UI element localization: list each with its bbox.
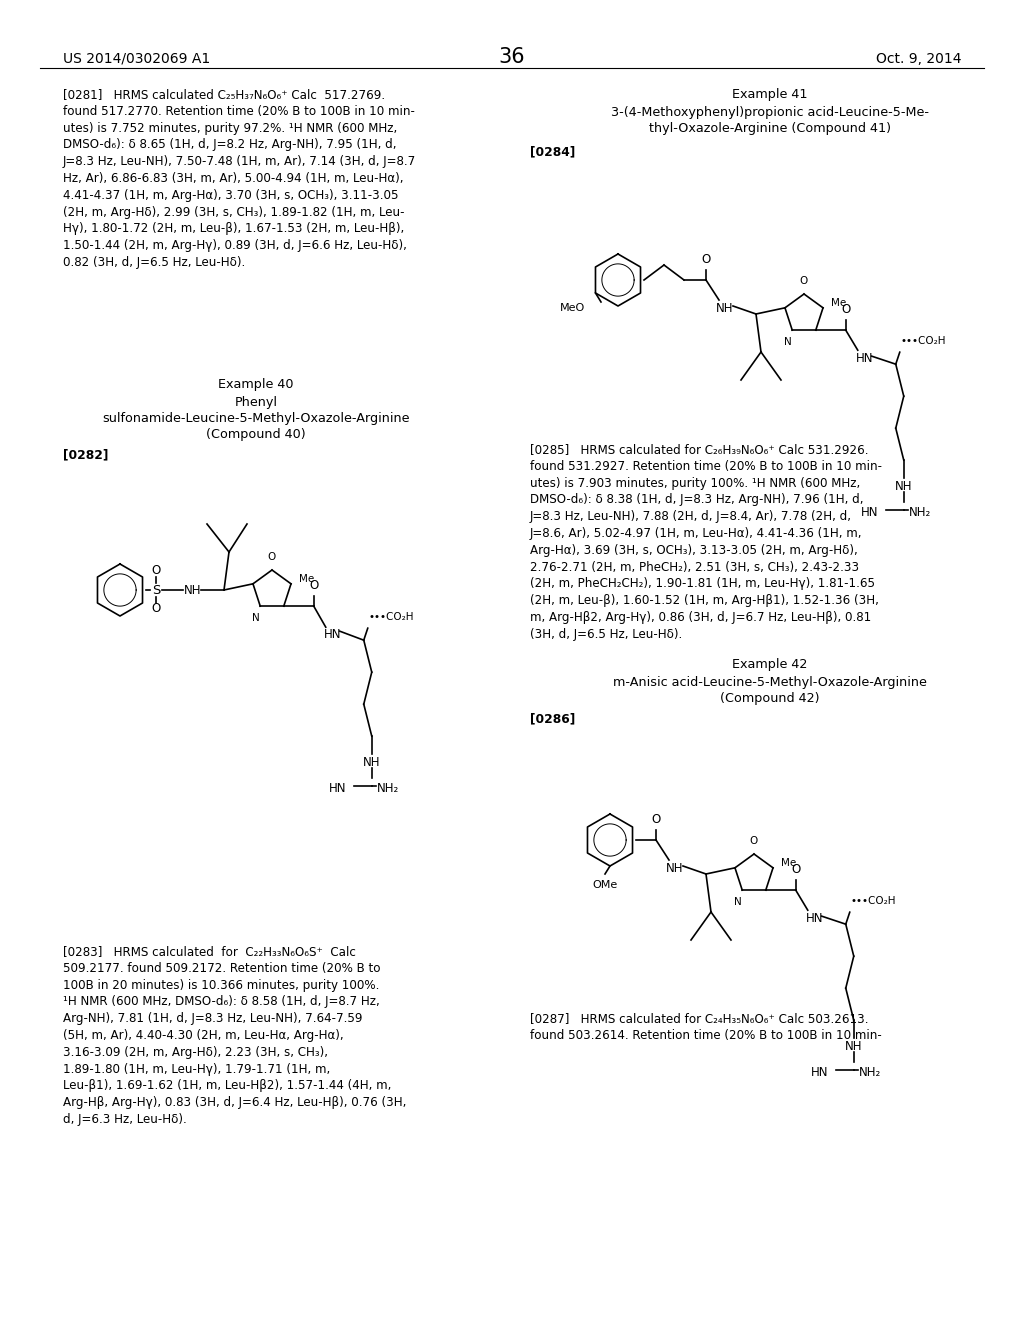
Text: NH₂: NH₂: [908, 506, 931, 519]
Text: NH₂: NH₂: [377, 781, 399, 795]
Text: Example 40: Example 40: [218, 378, 294, 391]
Text: [0282]: [0282]: [63, 447, 109, 461]
Text: OMe: OMe: [592, 880, 617, 890]
Text: sulfonamide-Leucine-5-Methyl-Oxazole-Arginine: sulfonamide-Leucine-5-Methyl-Oxazole-Arg…: [102, 412, 410, 425]
Text: Example 41: Example 41: [732, 88, 808, 102]
Text: [0281]   HRMS calculated C₂₅H₃₇N₆O₆⁺ Calc  517.2769.
found 517.2770. Retention t: [0281] HRMS calculated C₂₅H₃₇N₆O₆⁺ Calc …: [63, 88, 416, 269]
Text: N: N: [252, 614, 260, 623]
Text: NH: NH: [845, 1040, 862, 1053]
Text: 36: 36: [499, 48, 525, 67]
Text: [0286]: [0286]: [530, 711, 575, 725]
Text: US 2014/0302069 A1: US 2014/0302069 A1: [63, 51, 210, 66]
Text: O: O: [792, 863, 801, 876]
Text: HN: HN: [324, 628, 341, 642]
Text: •••CO₂H: •••CO₂H: [901, 337, 946, 346]
Text: O: O: [268, 552, 276, 562]
Text: NH: NH: [362, 756, 381, 770]
Text: HN: HN: [856, 352, 873, 366]
Text: O: O: [651, 813, 660, 826]
Text: (Compound 40): (Compound 40): [206, 428, 306, 441]
Text: O: O: [800, 276, 808, 286]
Text: HN: HN: [861, 506, 879, 519]
Text: HN: HN: [806, 912, 823, 925]
Text: 3-(4-Methoxyphenyl)propionic acid-Leucine-5-Me-: 3-(4-Methoxyphenyl)propionic acid-Leucin…: [611, 106, 929, 119]
Text: NH: NH: [895, 480, 912, 494]
Text: HN: HN: [330, 781, 347, 795]
Text: N: N: [784, 337, 793, 347]
Text: Me: Me: [831, 298, 846, 308]
Text: O: O: [152, 565, 161, 578]
Text: NH: NH: [184, 583, 202, 597]
Text: S: S: [152, 583, 160, 597]
Text: •••CO₂H: •••CO₂H: [369, 612, 415, 622]
Text: [0283]   HRMS calculated  for  C₂₂H₃₃N₆O₆S⁺  Calc
509.2177. found 509.2172. Rete: [0283] HRMS calculated for C₂₂H₃₃N₆O₆S⁺ …: [63, 945, 407, 1126]
Text: Me: Me: [299, 574, 314, 583]
Text: O: O: [750, 836, 758, 846]
Text: Me: Me: [781, 858, 797, 867]
Text: O: O: [152, 602, 161, 615]
Text: NH₂: NH₂: [859, 1065, 881, 1078]
Text: •••CO₂H: •••CO₂H: [851, 896, 896, 907]
Text: O: O: [701, 253, 711, 267]
Text: HN: HN: [811, 1065, 828, 1078]
Text: (Compound 42): (Compound 42): [720, 692, 820, 705]
Text: O: O: [309, 579, 318, 593]
Text: Example 42: Example 42: [732, 657, 808, 671]
Text: [0285]   HRMS calculated for C₂₆H₃₉N₆O₆⁺ Calc 531.2926.
found 531.2927. Retentio: [0285] HRMS calculated for C₂₆H₃₉N₆O₆⁺ C…: [530, 444, 882, 640]
Text: O: O: [841, 304, 850, 317]
Text: N: N: [734, 898, 742, 907]
Text: NH: NH: [666, 862, 683, 875]
Text: [0287]   HRMS calculated for C₂₄H₃₅N₆O₆⁺ Calc 503.2613.
found 503.2614. Retentio: [0287] HRMS calculated for C₂₄H₃₅N₆O₆⁺ C…: [530, 1012, 882, 1041]
Text: m-Anisic acid-Leucine-5-Methyl-Oxazole-Arginine: m-Anisic acid-Leucine-5-Methyl-Oxazole-A…: [613, 676, 927, 689]
Text: [0284]: [0284]: [530, 145, 575, 158]
Text: MeO: MeO: [560, 304, 585, 313]
Text: Oct. 9, 2014: Oct. 9, 2014: [876, 51, 961, 66]
Text: Phenyl: Phenyl: [234, 396, 278, 409]
Text: thyl-Oxazole-Arginine (Compound 41): thyl-Oxazole-Arginine (Compound 41): [649, 121, 891, 135]
Text: NH: NH: [716, 302, 733, 315]
